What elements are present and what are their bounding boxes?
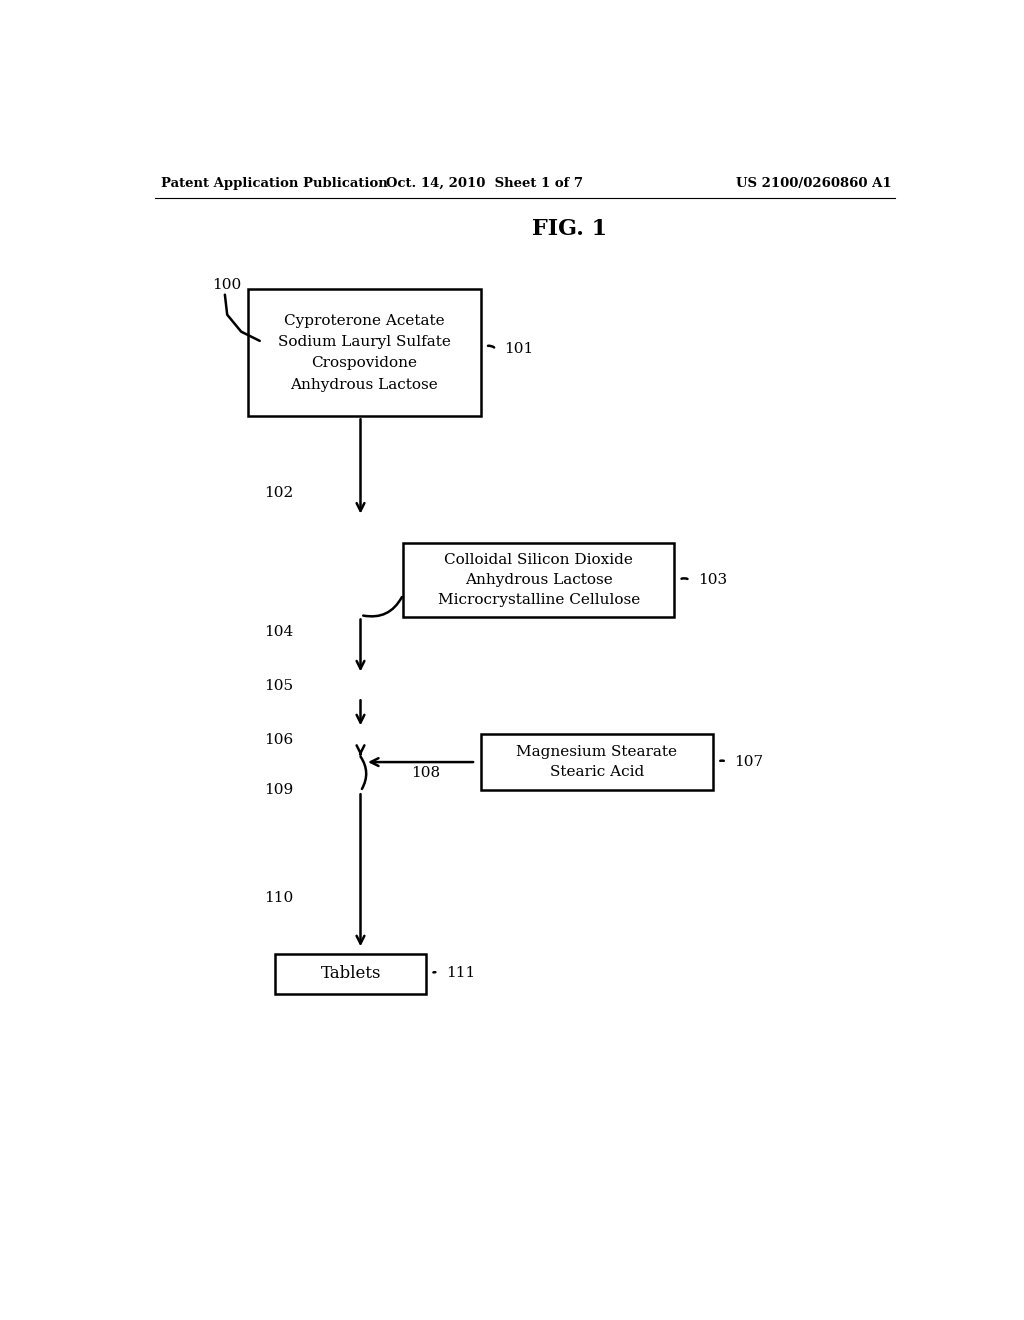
Text: Colloidal Silicon Dioxide
Anhydrous Lactose
Microcrystalline Cellulose: Colloidal Silicon Dioxide Anhydrous Lact… [437, 553, 640, 607]
Text: US 2100/0260860 A1: US 2100/0260860 A1 [736, 177, 891, 190]
Text: Magnesium Stearate
Stearic Acid: Magnesium Stearate Stearic Acid [516, 746, 677, 779]
Text: 107: 107 [734, 755, 763, 770]
Text: Patent Application Publication: Patent Application Publication [161, 177, 387, 190]
Text: Cyproterone Acetate
Sodium Lauryl Sulfate
Crospovidone
Anhydrous Lactose: Cyproterone Acetate Sodium Lauryl Sulfat… [278, 314, 451, 392]
Bar [480, 734, 713, 789]
Text: 102: 102 [263, 486, 293, 500]
Text: 110: 110 [263, 891, 293, 904]
Text: 103: 103 [697, 573, 727, 587]
Bar [248, 289, 480, 416]
Bar [275, 954, 426, 994]
Text: Tablets: Tablets [321, 965, 381, 982]
Text: 105: 105 [263, 678, 293, 693]
Text: 100: 100 [212, 279, 241, 293]
Text: 104: 104 [263, 624, 293, 639]
Text: 109: 109 [263, 783, 293, 797]
Bar [403, 544, 675, 616]
Text: 111: 111 [445, 966, 475, 979]
Text: Oct. 14, 2010  Sheet 1 of 7: Oct. 14, 2010 Sheet 1 of 7 [386, 177, 583, 190]
Text: FIG. 1: FIG. 1 [532, 218, 607, 240]
Text: 101: 101 [504, 342, 534, 356]
Text: 106: 106 [263, 733, 293, 747]
Text: 108: 108 [411, 766, 440, 780]
